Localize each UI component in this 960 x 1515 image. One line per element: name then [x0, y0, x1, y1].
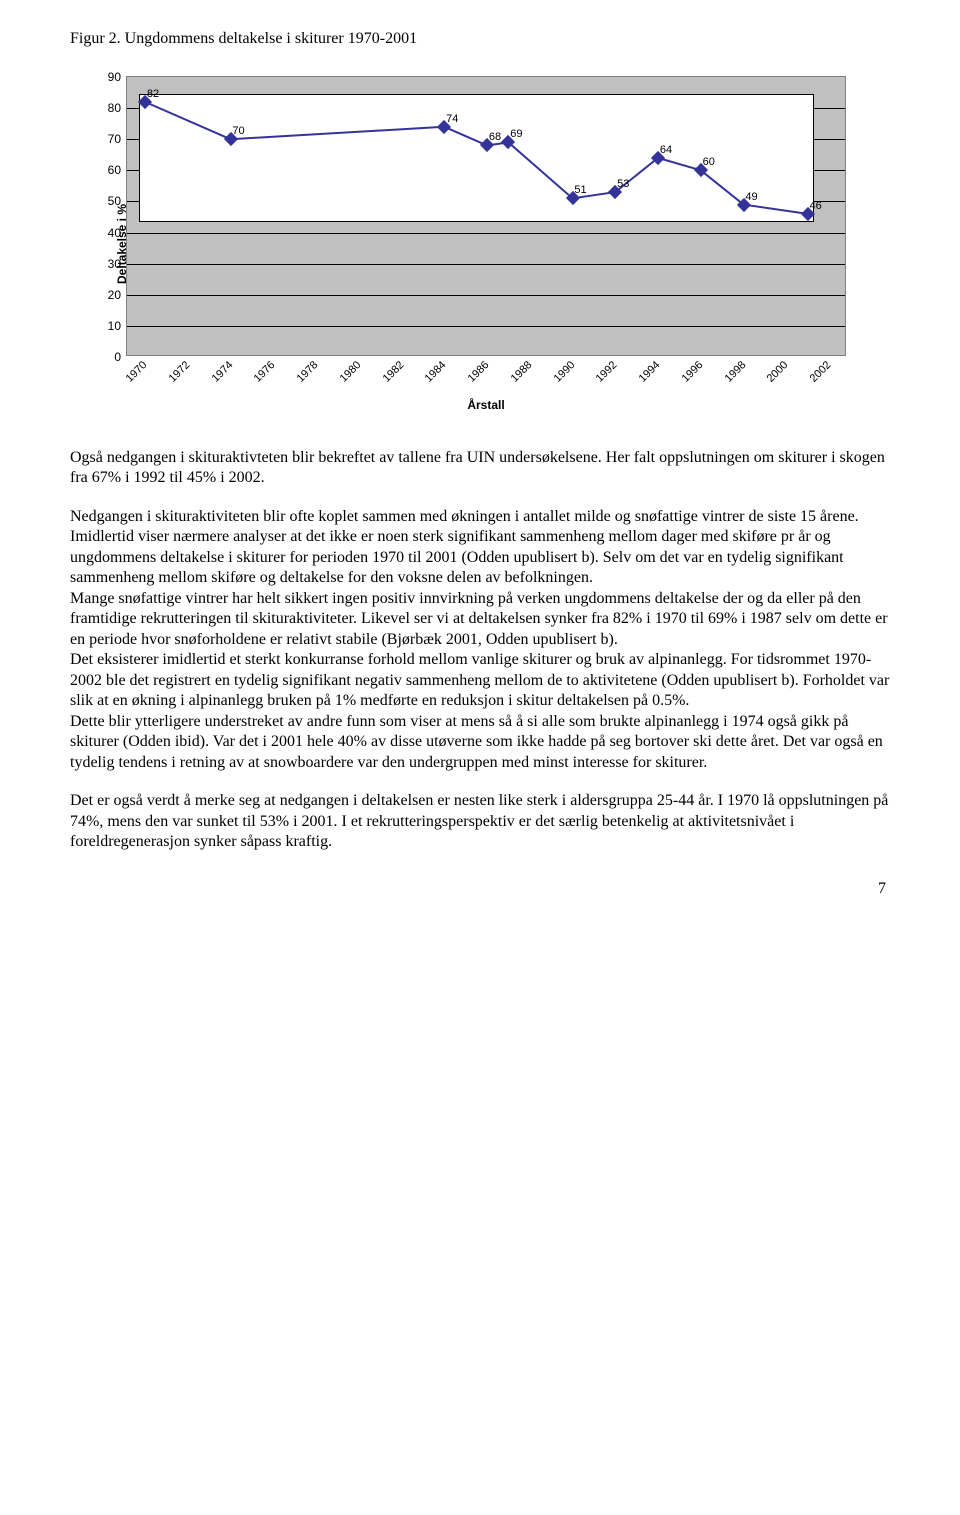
- x-tick-label: 2000: [765, 359, 791, 385]
- data-label: 46: [810, 200, 822, 212]
- page-number: 7: [70, 880, 890, 898]
- chart-plot-area: 0102030405060708090197019721974197619781…: [126, 76, 846, 356]
- paragraph-2c: Det eksisterer imidlertid et sterkt konk…: [70, 650, 890, 711]
- x-tick-label: 1976: [252, 359, 278, 385]
- x-tick-label: 1978: [295, 359, 321, 385]
- paragraph-2d: Dette blir ytterligere understreket av a…: [70, 712, 890, 773]
- x-tick-label: 1970: [124, 359, 150, 385]
- data-label: 82: [147, 88, 159, 100]
- x-tick-label: 1986: [466, 359, 492, 385]
- y-tick-label: 50: [108, 194, 127, 208]
- y-tick-label: 0: [114, 350, 127, 364]
- x-tick-label: 1982: [380, 359, 406, 385]
- data-label: 68: [489, 131, 501, 143]
- x-tick-label: 1972: [166, 359, 192, 385]
- chart-container: Deltakelse i % 0102030405060708090197019…: [70, 76, 890, 412]
- x-tick-label: 1990: [551, 359, 577, 385]
- y-tick-label: 30: [108, 257, 127, 271]
- x-tick-label: 1998: [722, 359, 748, 385]
- paragraph-2b: Mange snøfattige vintrer har helt sikker…: [70, 589, 890, 650]
- y-tick-label: 20: [108, 288, 127, 302]
- y-tick-label: 60: [108, 163, 127, 177]
- paragraph-2a: Nedgangen i skituraktiviteten blir ofte …: [70, 507, 890, 589]
- x-axis-title: Årstall: [126, 398, 846, 412]
- data-label: 60: [703, 156, 715, 168]
- data-label: 51: [574, 184, 586, 196]
- data-label: 49: [745, 191, 757, 203]
- figure-title: Figur 2. Ungdommens deltakelse i skiture…: [70, 30, 890, 48]
- x-tick-label: 1988: [508, 359, 534, 385]
- body-text: Også nedgangen i skituraktivteten blir b…: [70, 448, 890, 852]
- y-tick-label: 80: [108, 101, 127, 115]
- x-tick-label: 1984: [423, 359, 449, 385]
- x-tick-label: 1992: [594, 359, 620, 385]
- x-tick-label: 1974: [209, 359, 235, 385]
- paragraph-1: Også nedgangen i skituraktivteten blir b…: [70, 448, 890, 489]
- data-label: 53: [617, 178, 629, 190]
- x-tick-label: 2002: [808, 359, 834, 385]
- x-tick-label: 1994: [637, 359, 663, 385]
- data-label: 70: [232, 125, 244, 137]
- x-tick-label: 1980: [337, 359, 363, 385]
- chart-line: [127, 77, 847, 357]
- data-label: 64: [660, 144, 672, 156]
- y-tick-label: 40: [108, 226, 127, 240]
- paragraph-3: Det er også verdt å merke seg at nedgang…: [70, 791, 890, 852]
- y-tick-label: 90: [108, 70, 127, 84]
- y-tick-label: 70: [108, 132, 127, 146]
- data-label: 74: [446, 113, 458, 125]
- data-label: 69: [510, 128, 522, 140]
- y-tick-label: 10: [108, 319, 127, 333]
- x-tick-label: 1996: [679, 359, 705, 385]
